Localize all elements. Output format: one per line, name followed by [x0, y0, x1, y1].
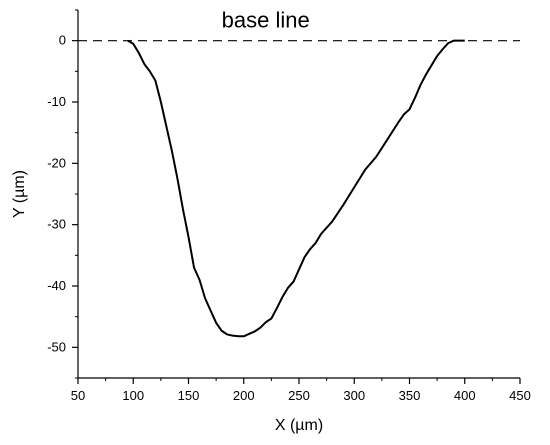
x-tick-label-200: 200: [233, 388, 255, 403]
y-tick-label--10: -10: [47, 94, 66, 109]
y-tick-label--50: -50: [47, 339, 66, 354]
profile-line-0: [127, 39, 465, 338]
x-tick-label-50: 50: [71, 388, 85, 403]
plot-area: 50 100 150 200 250 300 350 400 450 -50 -40 -30 -20 -1…: [47, 9, 531, 403]
x-tick-label-300: 300: [343, 388, 365, 403]
y-tick-label--40: -40: [47, 278, 66, 293]
y-tick-label-0: 0: [59, 33, 66, 48]
x-tick-label-400: 400: [454, 388, 476, 403]
x-tick-label-450: 450: [509, 388, 531, 403]
x-axis-label: X (µm): [275, 417, 323, 434]
x-tick-label-150: 150: [178, 388, 200, 403]
baseline-annotation: base line: [222, 7, 310, 32]
x-tick-label-100: 100: [122, 388, 144, 403]
y-tick-label--20: -20: [47, 155, 66, 170]
x-tick-label-350: 350: [399, 388, 421, 403]
y-axis-label: Y (µm): [11, 170, 28, 218]
y-tick-label--30: -30: [47, 217, 66, 232]
x-tick-label-250: 250: [288, 388, 310, 403]
